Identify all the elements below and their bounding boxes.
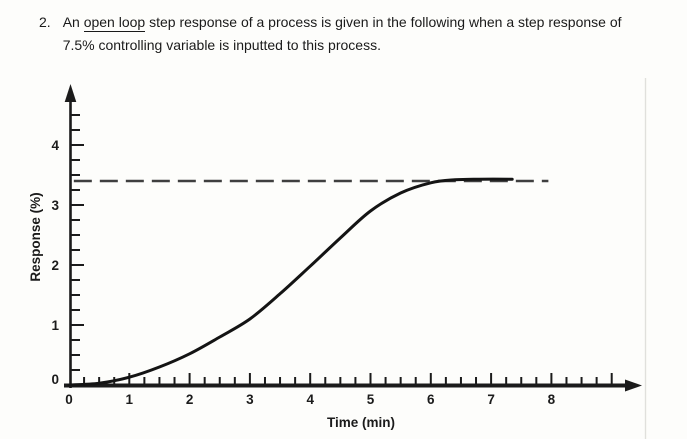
- question-block: 2. An open loop step response of a proce…: [39, 11, 622, 57]
- x-tick-label: 7: [487, 392, 495, 407]
- question-line-1: An open loop step response of a process …: [63, 11, 622, 34]
- axes: [64, 84, 642, 392]
- response-curve-path: [67, 177, 514, 387]
- y-axis-title: Response (%): [28, 192, 43, 281]
- response-curve: [67, 177, 514, 387]
- x-tick-label: 5: [367, 392, 375, 407]
- question-line1-before: An: [62, 14, 84, 30]
- question-line1-after: step response of a process is given in t…: [145, 14, 622, 30]
- x-tick-label: 2: [186, 392, 194, 407]
- open-loop-underlined-text: open loop: [83, 14, 146, 32]
- y-tick-label: 3: [51, 198, 59, 213]
- x-axis-title: Time (min): [327, 415, 395, 430]
- x-axis-arrow: [625, 379, 642, 392]
- x-tick-label: 3: [246, 392, 254, 407]
- axis-tick-labels: 0 1 2 3 4 5 6 7 8 0 1 2 3 4: [51, 138, 555, 407]
- question-line-2: 7.5% controlling variable is inputted to…: [62, 37, 381, 53]
- y-axis-arrow: [64, 84, 77, 102]
- question-number: 2.: [39, 14, 51, 30]
- question-text: An open loop step response of a process …: [63, 11, 622, 57]
- x-tick-label: 4: [306, 392, 314, 407]
- y-tick-label: 1: [51, 318, 59, 333]
- x-tick-label: 6: [427, 392, 435, 407]
- y-tick-label: 4: [51, 138, 59, 153]
- x-tick-label: 0: [65, 392, 73, 407]
- y-tick-label: 2: [51, 258, 59, 273]
- y-tick-label: 0: [51, 372, 59, 387]
- x-tick-label: 8: [548, 392, 556, 407]
- axis-ticks: [71, 114, 613, 384]
- x-tick-label: 1: [126, 392, 134, 407]
